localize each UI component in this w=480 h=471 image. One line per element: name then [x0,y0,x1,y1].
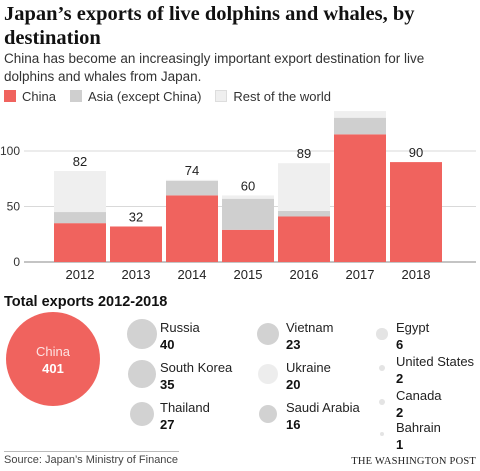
country-value-ukraine: 20 [286,377,301,392]
bar-2013-china [110,226,162,262]
legend-swatch-rest [215,90,228,102]
bar-2015-rest-of-the-world [222,195,274,199]
country-name-russia: Russia [160,320,200,335]
country-value-canada: 2 [396,405,404,420]
china-total-bubble: China 401 [6,312,100,406]
bar-2017-rest-of-the-world [334,111,386,118]
bar-total-label-2014: 74 [185,163,199,178]
y-tick-label-0: 0 [13,255,20,269]
china-total-label: China [36,344,70,359]
country-name-united-states: United States [396,354,475,369]
legend-label-china: China [22,88,56,104]
x-tick-label-2012: 2012 [66,267,95,282]
x-tick-label-2013: 2013 [122,267,151,282]
bar-2016-asia-except-china- [278,210,330,217]
country-bubble-canada [378,398,386,406]
bar-2012-china [54,223,106,262]
legend-swatch-asia [69,90,82,102]
chart-title: Japan’s exports of live dolphins and wha… [4,3,415,49]
totals-title: Total exports 2012-2018 [4,294,168,310]
bar-2012-asia-except-china- [54,212,106,224]
country-name-bahrain: Bahrain [396,420,441,435]
country-value-south-korea: 35 [160,377,175,392]
stacked-bar-chart: 0 50 100 82 2012 32 2013 74 2014 60 2015 89 2016 136 2… [0,108,476,282]
publisher-credit: THE WASHINGTON POST [351,456,476,467]
bar-total-label-2017: 136 [349,108,371,109]
x-tick-label-2016: 2016 [290,267,319,282]
bar-total-label-2012: 82 [73,154,87,169]
country-bubble-ukraine [257,363,279,385]
country-bubble-south-korea [128,360,156,388]
bar-total-label-2015: 60 [241,178,255,193]
country-name-south-korea: South Korea [160,360,233,375]
country-bubble-thailand [129,401,155,427]
x-tick-label-2017: 2017 [346,267,375,282]
country-name-vietnam: Vietnam [286,320,334,335]
country-name-egypt: Egypt [396,320,430,335]
bar-2016-rest-of-the-world [278,163,330,211]
x-tick-label-2015: 2015 [234,267,263,282]
country-name-canada: Canada [396,388,442,403]
country-bubble-egypt [376,328,388,340]
legend-item-asia: Asia (except China) [69,88,202,104]
bar-2014-asia-except-china- [166,180,218,196]
bar-total-label-2018: 90 [409,145,423,160]
country-bubble-bahrain [379,431,385,437]
country-name-ukraine: Ukraine [286,360,331,375]
country-value-united-states: 2 [396,371,404,386]
country-bubble-russia [127,319,157,349]
bar-2017-china [334,134,386,262]
bar-2018-china [390,162,442,262]
country-name-saudi-arabia: Saudi Arabia [286,400,360,415]
legend-label-rest: Rest of the world [233,88,331,104]
y-tick-label-50: 50 [7,200,21,214]
country-value-saudi-arabia: 16 [286,417,301,432]
bar-total-label-2016: 89 [297,146,311,161]
bar-2015-china [222,229,274,262]
country-bubble-vietnam [256,322,280,346]
country-bubble-saudi-arabia [258,404,278,424]
legend-label-asia: Asia (except China) [87,88,202,104]
source-note: Source: Japan’s Ministry of Finance [4,454,179,466]
x-tick-label-2014: 2014 [178,267,207,282]
country-value-egypt: 6 [396,337,404,352]
bar-2017-asia-except-china- [334,117,386,135]
bar-2014-rest-of-the-world [166,179,218,181]
country-bubble-united-states [378,364,386,372]
legend-swatch-china [4,90,16,102]
china-total-value: 401 [42,361,64,376]
footer-rule [4,451,179,452]
bar-2016-china [278,216,330,262]
bar-2014-china [166,195,218,262]
country-value-bahrain: 1 [396,437,404,452]
legend-item-china: China [4,89,56,104]
country-name-thailand: Thailand [160,400,210,415]
legend: China Asia (except China) Rest of the wo… [4,88,345,104]
bar-total-label-2013: 32 [129,209,143,224]
country-value-thailand: 27 [160,417,175,432]
country-value-russia: 40 [160,337,175,352]
country-value-vietnam: 23 [286,337,301,352]
legend-item-rest: Rest of the world [215,89,331,104]
bar-2012-rest-of-the-world [54,170,106,213]
x-tick-label-2018: 2018 [402,267,431,282]
bar-2015-asia-except-china- [222,198,274,230]
chart-subtitle: China has become an increasingly importa… [4,51,425,84]
y-tick-label-100: 100 [0,144,20,158]
